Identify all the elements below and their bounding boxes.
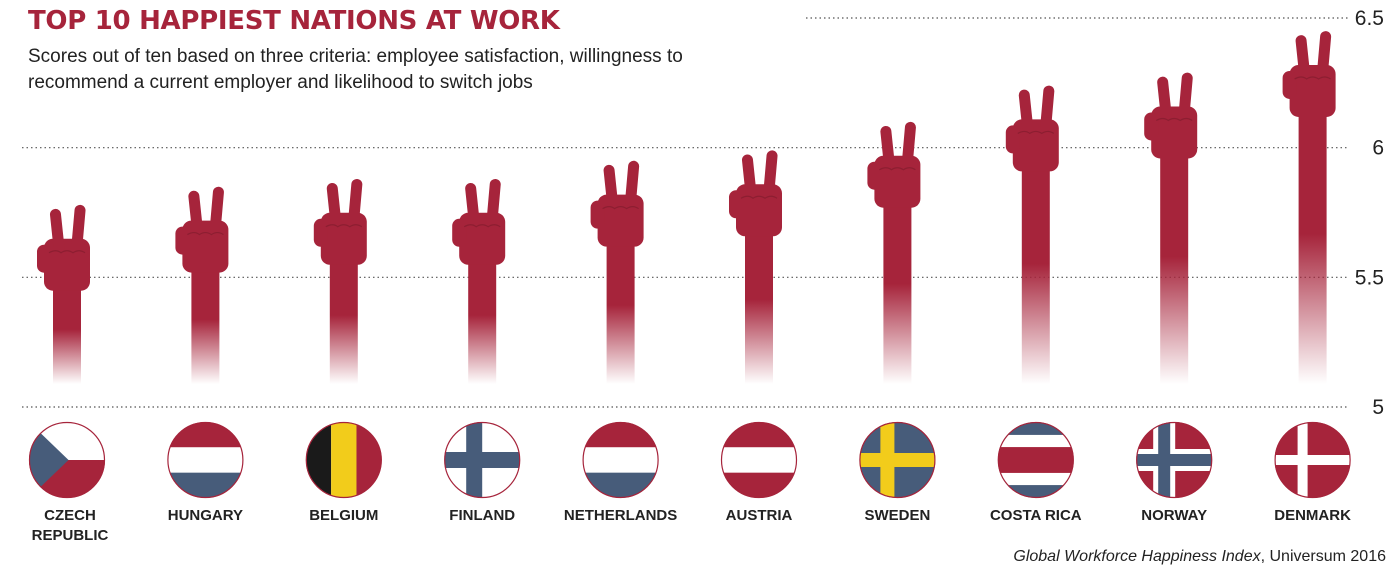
flag-norway-icon <box>1136 422 1213 498</box>
flag-ring <box>720 421 798 499</box>
bar-belgium <box>313 178 367 384</box>
bar-sweden <box>867 121 921 384</box>
y-tick-label: 6.5 <box>1355 7 1384 30</box>
bar-czech-republic <box>37 204 90 384</box>
flag-ring <box>444 421 521 499</box>
chart-subtitle: Scores out of ten based on three criteri… <box>28 46 683 93</box>
bar-costa-rica <box>1005 85 1059 384</box>
source-note: Global Workforce Happiness Index, Univer… <box>1013 548 1386 566</box>
flag-costa-rica-icon <box>997 422 1074 498</box>
chart-title: TOP 10 HAPPIEST NATIONS AT WORK <box>28 6 560 36</box>
bar-arm <box>191 266 220 384</box>
flag-ring <box>997 421 1074 499</box>
bar-arm <box>1021 165 1050 384</box>
source-italic: Global Workforce Happiness Index <box>1013 548 1261 565</box>
y-tick-label: 5 <box>1372 396 1384 419</box>
flag-ring <box>1136 421 1213 499</box>
flags <box>28 421 1351 499</box>
flag-ring <box>1274 421 1351 499</box>
country-label-norway: NORWAY <box>1141 507 1207 524</box>
bar-arm <box>1160 152 1189 384</box>
country-label-finland: FINLAND <box>449 507 515 524</box>
bars <box>37 31 1336 384</box>
bar-arm <box>53 284 81 384</box>
flag-ring <box>305 421 382 499</box>
bar-netherlands <box>590 160 644 384</box>
y-tick-label: 6 <box>1372 137 1384 160</box>
gridlines <box>22 17 1348 408</box>
flag-finland-icon <box>444 422 521 498</box>
bar-arm <box>329 258 358 384</box>
country-label-sweden: SWEDEN <box>864 507 930 524</box>
flag-hungary-icon <box>167 422 244 498</box>
flag-ring <box>28 421 106 499</box>
bar-austria <box>729 150 782 384</box>
flag-denmark-icon <box>1274 422 1351 498</box>
country-label-netherlands: NETHERLANDS <box>564 507 677 524</box>
country-label-austria: AUSTRIA <box>726 507 793 524</box>
country-label-denmark: DENMARK <box>1274 507 1351 524</box>
country-label-hungary: HUNGARY <box>168 507 243 524</box>
bar-arm <box>1298 110 1327 384</box>
country-label-czech-republic: CZECH <box>44 507 96 524</box>
bar-arm <box>606 240 635 384</box>
bar-arm <box>468 258 497 384</box>
source-rest: , Universum 2016 <box>1260 548 1386 565</box>
country-label-belgium: BELGIUM <box>309 507 378 524</box>
bar-arm <box>745 230 773 384</box>
y-tick-label: 5.5 <box>1355 266 1384 289</box>
country-label-costa-rica: COSTA RICA <box>990 507 1082 524</box>
bar-norway <box>1144 72 1198 384</box>
bar-denmark <box>1282 31 1336 384</box>
bar-arm <box>883 201 912 384</box>
bar-hungary <box>175 186 229 384</box>
flag-ring <box>582 421 659 499</box>
flag-ring <box>167 421 244 499</box>
country-label-czech-republic: REPUBLIC <box>32 527 109 544</box>
flag-sweden-icon <box>859 422 936 498</box>
flag-ring <box>859 421 936 499</box>
y-axis-ticks: 5 5.5 6 6.5 <box>1355 7 1384 419</box>
bar-finland <box>452 178 506 384</box>
country-labels: CZECH REPUBLIC HUNGARY BELGIUM FINLAND NETHER… <box>32 507 1351 544</box>
